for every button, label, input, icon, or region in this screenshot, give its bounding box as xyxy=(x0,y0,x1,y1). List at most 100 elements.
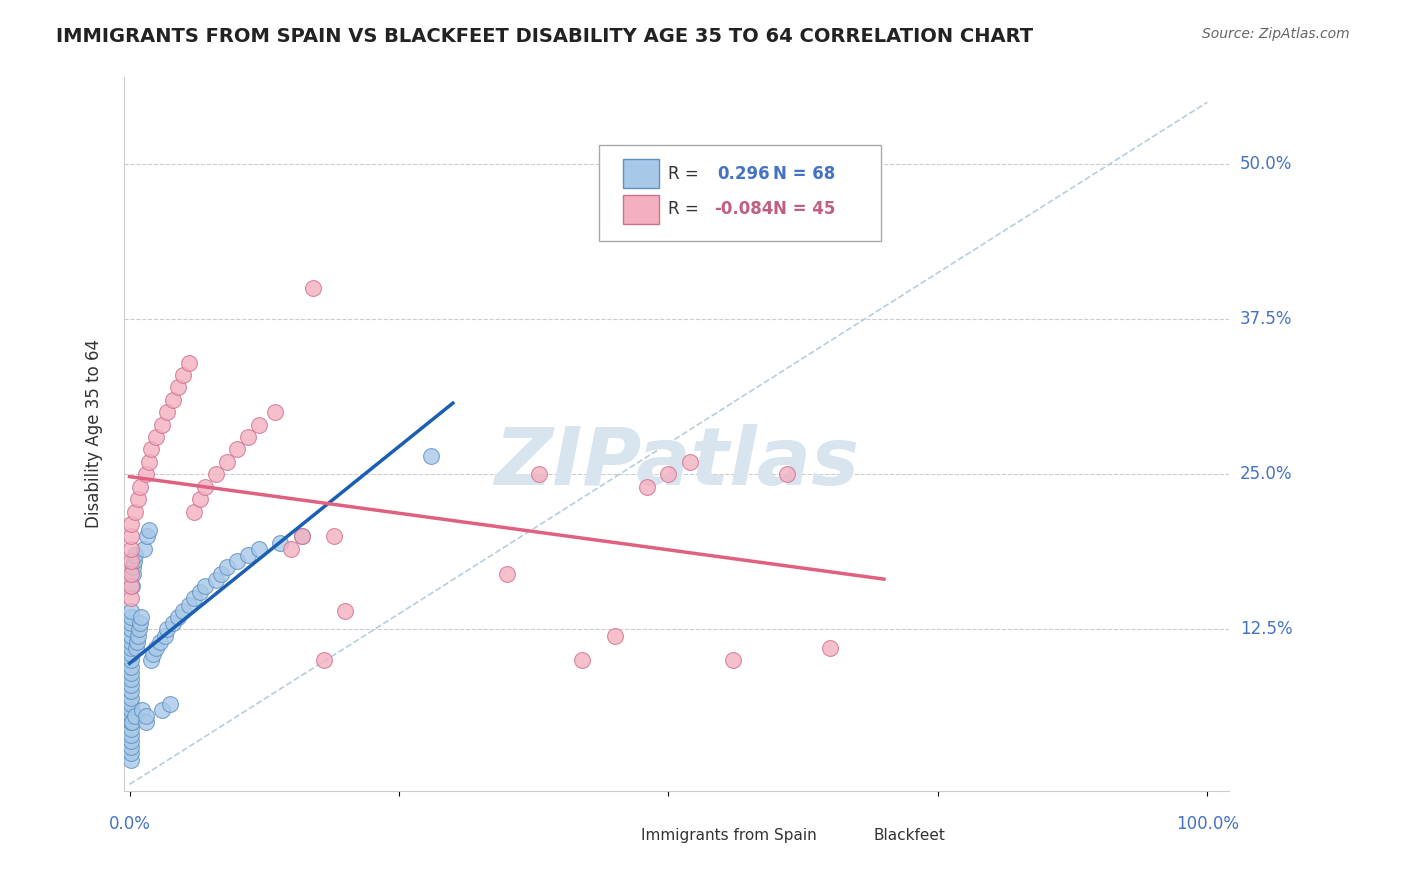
Point xyxy=(776,467,799,482)
Text: 100.0%: 100.0% xyxy=(1175,815,1239,833)
Point xyxy=(215,455,238,469)
Point xyxy=(120,640,142,655)
Point xyxy=(138,523,160,537)
Point xyxy=(215,560,238,574)
Point xyxy=(162,616,184,631)
Text: ZIPatlas: ZIPatlas xyxy=(494,424,859,501)
Point xyxy=(280,541,302,556)
Point xyxy=(120,709,142,723)
Point xyxy=(131,703,153,717)
Point xyxy=(120,722,142,736)
Point xyxy=(247,417,270,432)
Point xyxy=(120,610,142,624)
Point xyxy=(120,529,142,543)
Point xyxy=(167,380,190,394)
Point xyxy=(120,579,142,593)
Point xyxy=(120,665,142,680)
Text: 0.296: 0.296 xyxy=(717,165,770,183)
Text: 37.5%: 37.5% xyxy=(1240,310,1292,328)
Point xyxy=(120,634,142,648)
Point xyxy=(132,541,155,556)
Point xyxy=(183,591,205,606)
Point xyxy=(129,616,152,631)
Point xyxy=(121,560,143,574)
Point xyxy=(138,455,160,469)
Point xyxy=(657,467,679,482)
Y-axis label: Disability Age 35 to 64: Disability Age 35 to 64 xyxy=(86,340,103,528)
Point xyxy=(333,604,356,618)
Point xyxy=(209,566,232,581)
Text: R =: R = xyxy=(668,201,703,219)
Point xyxy=(156,623,179,637)
Text: Immigrants from Spain: Immigrants from Spain xyxy=(641,828,817,843)
Point xyxy=(131,610,153,624)
Text: R =: R = xyxy=(668,165,703,183)
Point xyxy=(177,598,200,612)
Point xyxy=(120,647,142,661)
Point xyxy=(120,604,142,618)
Point xyxy=(125,634,148,648)
Point xyxy=(135,715,157,730)
Point xyxy=(120,566,142,581)
Point xyxy=(194,480,217,494)
Point xyxy=(120,623,142,637)
Point xyxy=(162,392,184,407)
Point xyxy=(122,554,145,568)
FancyBboxPatch shape xyxy=(599,145,882,242)
Text: 0.0%: 0.0% xyxy=(108,815,150,833)
Point xyxy=(145,640,167,655)
Point xyxy=(127,492,149,507)
Point xyxy=(172,604,194,618)
Point xyxy=(135,709,157,723)
Point xyxy=(247,541,270,556)
Point xyxy=(120,616,142,631)
Point xyxy=(120,516,142,531)
Text: Blackfeet: Blackfeet xyxy=(873,828,945,843)
Point xyxy=(120,734,142,748)
Point xyxy=(120,753,142,767)
Text: 12.5%: 12.5% xyxy=(1240,620,1292,639)
Point xyxy=(323,529,346,543)
Point xyxy=(120,697,142,711)
Point xyxy=(120,728,142,742)
Point xyxy=(236,548,259,562)
Point xyxy=(291,529,314,543)
Point xyxy=(129,480,152,494)
Point xyxy=(636,480,658,494)
Point xyxy=(124,504,146,518)
Point xyxy=(159,697,181,711)
Point xyxy=(149,634,172,648)
Point xyxy=(156,405,179,419)
Point xyxy=(124,709,146,723)
Point xyxy=(291,529,314,543)
Point xyxy=(495,566,517,581)
Point xyxy=(120,591,142,606)
FancyBboxPatch shape xyxy=(842,825,866,846)
Point xyxy=(183,504,205,518)
Point xyxy=(226,442,249,457)
Point xyxy=(120,747,142,761)
Point xyxy=(121,579,143,593)
Point xyxy=(603,628,626,642)
Point xyxy=(124,548,146,562)
Point xyxy=(120,715,142,730)
Point xyxy=(120,659,142,673)
Point xyxy=(120,672,142,686)
Point xyxy=(120,541,142,556)
Point xyxy=(120,678,142,692)
Point xyxy=(177,356,200,370)
Point xyxy=(128,623,150,637)
Point xyxy=(721,653,744,667)
Point xyxy=(527,467,550,482)
FancyBboxPatch shape xyxy=(623,160,659,188)
Point xyxy=(135,467,157,482)
Point xyxy=(120,628,142,642)
Point xyxy=(204,467,226,482)
Point xyxy=(264,405,287,419)
Point xyxy=(121,566,143,581)
Point xyxy=(142,647,165,661)
Point xyxy=(139,442,162,457)
Point xyxy=(120,703,142,717)
Point xyxy=(145,430,167,444)
Point xyxy=(167,610,190,624)
